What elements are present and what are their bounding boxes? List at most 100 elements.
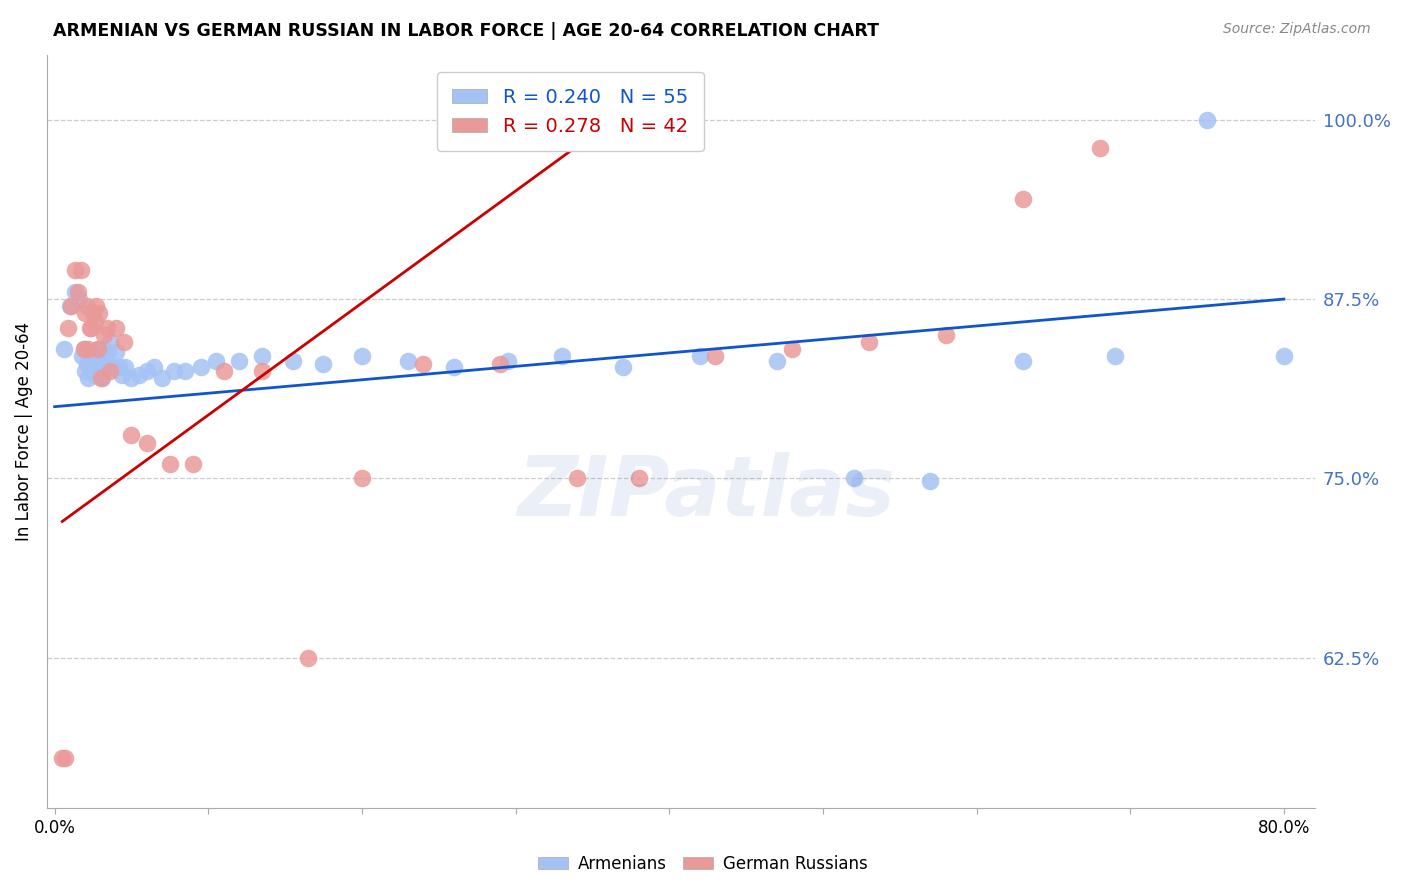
Point	[79, 320, 101, 334]
Point	[98, 335, 121, 350]
Point	[489, 357, 512, 371]
Point	[89, 364, 111, 378]
Point	[350, 350, 373, 364]
Point	[135, 364, 157, 378]
Point	[412, 357, 434, 371]
Point	[181, 457, 204, 471]
Point	[82, 306, 104, 320]
Point	[82, 357, 104, 371]
Point	[350, 471, 373, 485]
Point	[858, 335, 880, 350]
Point	[704, 350, 727, 364]
Point	[689, 350, 711, 364]
Point	[60, 299, 83, 313]
Point	[77, 371, 100, 385]
Text: Source: ZipAtlas.com: Source: ZipAtlas.com	[1223, 22, 1371, 37]
Point	[83, 313, 105, 327]
Point	[550, 350, 572, 364]
Point	[93, 327, 115, 342]
Point	[53, 751, 76, 765]
Point	[91, 371, 114, 385]
Point	[443, 359, 465, 374]
Point	[59, 299, 82, 313]
Point	[496, 353, 519, 368]
Point	[842, 471, 865, 485]
Point	[75, 306, 97, 320]
Point	[111, 368, 134, 383]
Point	[105, 320, 128, 334]
Point	[90, 371, 112, 385]
Point	[86, 343, 108, 357]
Point	[90, 357, 112, 371]
Point	[297, 650, 319, 665]
Text: ARMENIAN VS GERMAN RUSSIAN IN LABOR FORCE | AGE 20-64 CORRELATION CHART: ARMENIAN VS GERMAN RUSSIAN IN LABOR FORC…	[53, 22, 879, 40]
Point	[565, 471, 588, 485]
Point	[281, 353, 304, 368]
Point	[396, 353, 419, 368]
Point	[93, 350, 115, 364]
Point	[250, 350, 273, 364]
Point	[63, 263, 86, 277]
Point	[58, 320, 80, 334]
Point	[98, 364, 121, 378]
Point	[89, 306, 111, 320]
Point	[52, 343, 75, 357]
Legend: Armenians, German Russians: Armenians, German Russians	[531, 848, 875, 880]
Point	[80, 320, 103, 334]
Point	[96, 320, 118, 334]
Point	[66, 285, 89, 299]
Point	[766, 353, 789, 368]
Point	[51, 751, 73, 765]
Point	[1088, 141, 1111, 155]
Point	[86, 343, 108, 357]
Point	[780, 343, 803, 357]
Point	[112, 335, 135, 350]
Point	[205, 353, 228, 368]
Point	[1104, 350, 1126, 364]
Point	[105, 345, 128, 359]
Point	[77, 343, 100, 357]
Point	[312, 357, 335, 371]
Point	[1197, 112, 1219, 127]
Point	[75, 364, 97, 378]
Point	[212, 364, 235, 378]
Point	[190, 359, 212, 374]
Point	[94, 359, 117, 374]
Point	[135, 435, 157, 450]
Point	[1272, 350, 1295, 364]
Point	[250, 364, 273, 378]
Point	[920, 475, 942, 489]
Point	[150, 371, 173, 385]
Y-axis label: In Labor Force | Age 20-64: In Labor Force | Age 20-64	[15, 322, 32, 541]
Text: ZIPatlas: ZIPatlas	[517, 451, 896, 533]
Point	[101, 359, 124, 374]
Point	[84, 299, 107, 313]
Point	[163, 364, 186, 378]
Point	[70, 350, 93, 364]
Point	[627, 471, 650, 485]
Point	[73, 343, 96, 357]
Point	[76, 357, 98, 371]
Point	[935, 327, 957, 342]
Point	[84, 350, 107, 364]
Point	[69, 263, 91, 277]
Point	[143, 359, 166, 374]
Point	[79, 350, 101, 364]
Point	[1011, 353, 1033, 368]
Point	[1011, 192, 1033, 206]
Point	[96, 357, 118, 371]
Point	[73, 343, 96, 357]
Point	[108, 359, 131, 374]
Point	[612, 359, 634, 374]
Point	[159, 457, 181, 471]
Point	[120, 428, 142, 442]
Point	[83, 368, 105, 383]
Point	[120, 371, 142, 385]
Point	[114, 359, 136, 374]
Point	[174, 364, 197, 378]
Point	[67, 292, 90, 306]
Point	[97, 345, 120, 359]
Point	[128, 368, 150, 383]
Legend: R = 0.240   N = 55, R = 0.278   N = 42: R = 0.240 N = 55, R = 0.278 N = 42	[437, 72, 704, 152]
Point	[63, 285, 86, 299]
